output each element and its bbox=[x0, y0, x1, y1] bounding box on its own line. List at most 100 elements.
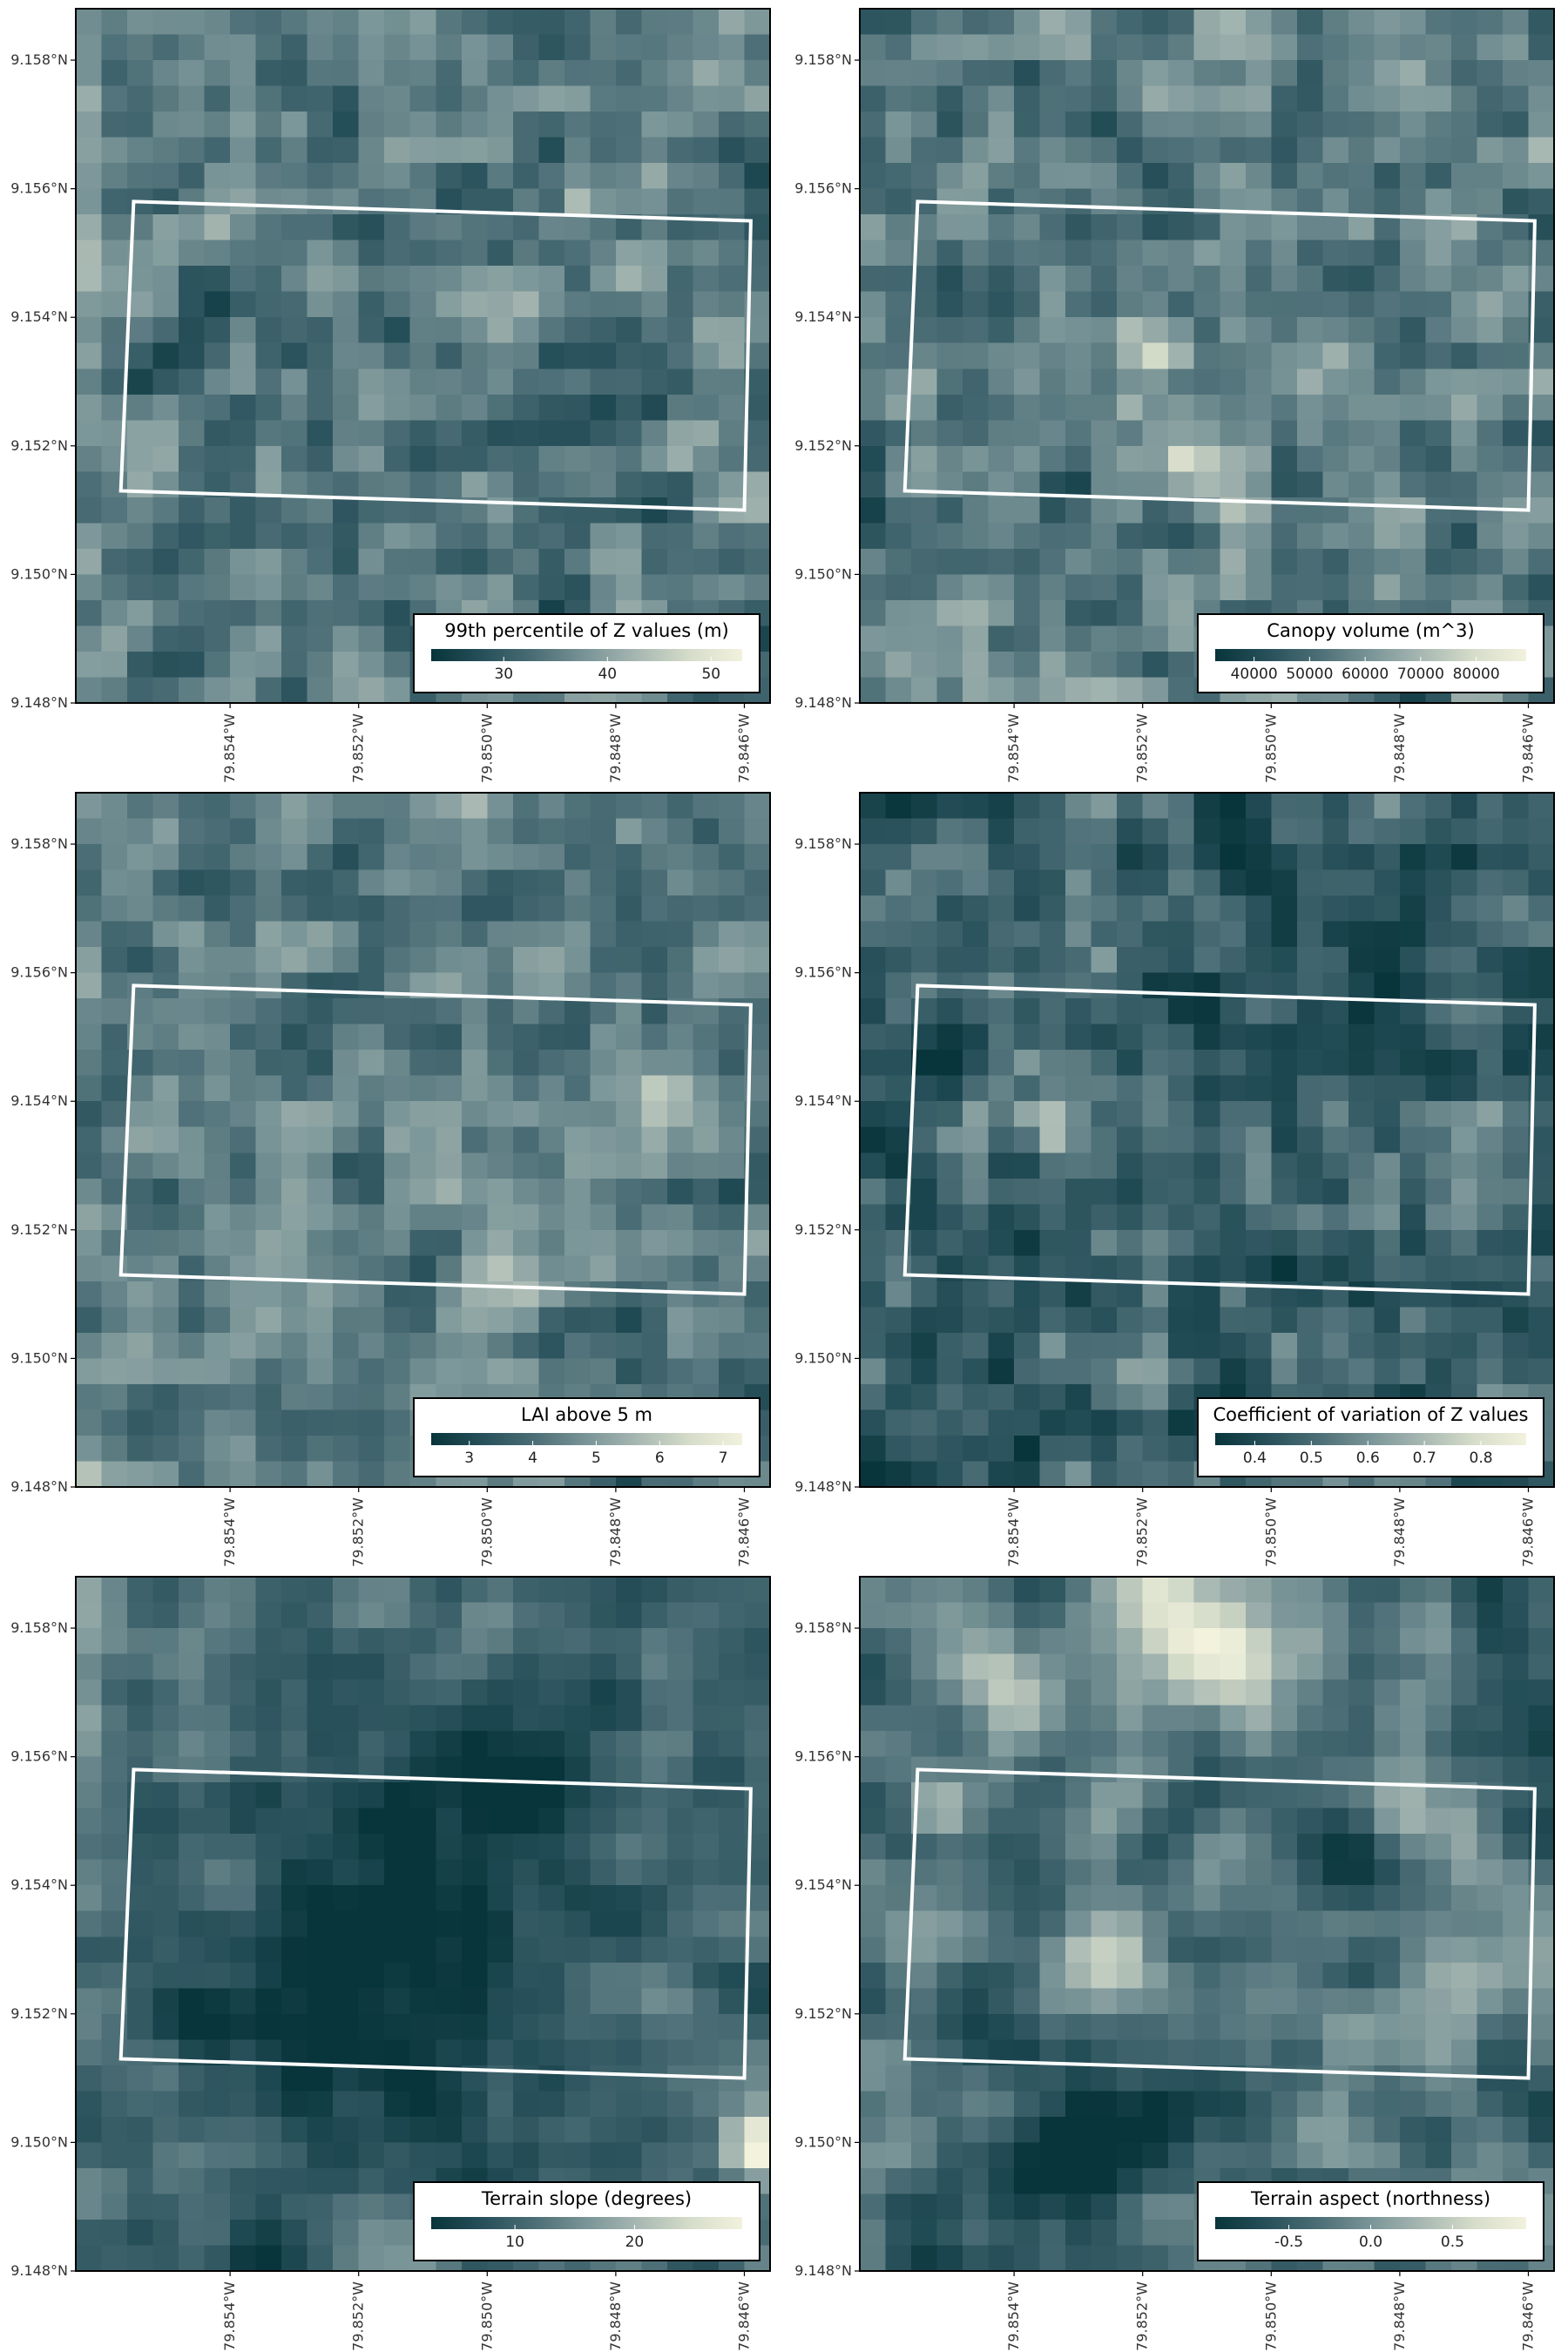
raster-cell bbox=[1374, 2091, 1401, 2118]
raster-cell bbox=[512, 137, 539, 164]
raster-cell bbox=[127, 2219, 154, 2247]
raster-cell bbox=[1091, 2013, 1118, 2040]
raster-cell bbox=[1039, 1910, 1066, 1937]
raster-cell bbox=[718, 947, 746, 974]
raster-cell bbox=[76, 60, 103, 87]
raster-cell bbox=[1117, 1834, 1144, 1861]
raster-cell bbox=[911, 1962, 938, 1989]
raster-cell bbox=[1348, 1962, 1375, 1989]
raster-cell bbox=[487, 1126, 514, 1153]
raster-cell bbox=[1271, 1050, 1298, 1077]
raster-cell bbox=[281, 394, 308, 421]
raster-cell bbox=[1168, 420, 1195, 447]
raster-cell bbox=[127, 34, 154, 61]
raster-cell bbox=[666, 2065, 694, 2092]
raster-cell bbox=[666, 818, 694, 845]
raster-cell bbox=[307, 1962, 334, 1989]
raster-cell bbox=[127, 2091, 154, 2118]
raster-cell bbox=[963, 1731, 990, 1758]
raster-cell bbox=[1220, 1255, 1247, 1282]
raster-cell bbox=[384, 1358, 411, 1385]
raster-cell bbox=[1296, 420, 1323, 447]
raster-cell bbox=[1477, 291, 1504, 318]
raster-cell bbox=[487, 60, 514, 87]
lon-tick-label: 79.850°W bbox=[1262, 1497, 1279, 1567]
raster-cell bbox=[1425, 240, 1452, 267]
raster-cell bbox=[1014, 1435, 1041, 1463]
raster-cell bbox=[384, 677, 411, 704]
raster-cell bbox=[1296, 163, 1323, 190]
raster-cell bbox=[1014, 266, 1041, 293]
raster-cell bbox=[358, 2142, 385, 2169]
raster-cell bbox=[693, 869, 720, 896]
raster-cell bbox=[384, 2245, 411, 2272]
raster-cell bbox=[384, 1834, 411, 1861]
raster-cell bbox=[1528, 420, 1555, 447]
raster-cell bbox=[487, 844, 514, 871]
raster-cell bbox=[384, 2193, 411, 2220]
raster-cell bbox=[1014, 1885, 1041, 1912]
raster-cell bbox=[127, 947, 154, 974]
raster-cell bbox=[101, 1859, 128, 1886]
raster-cell bbox=[1065, 34, 1092, 61]
raster-cell bbox=[1322, 793, 1349, 820]
raster-cell bbox=[641, 947, 668, 974]
raster-cell bbox=[1374, 214, 1401, 241]
raster-cell bbox=[436, 471, 463, 498]
raster-cell bbox=[333, 1307, 360, 1334]
raster-cell bbox=[666, 1229, 694, 1256]
raster-cell bbox=[281, 291, 308, 318]
raster-cell bbox=[1117, 896, 1144, 923]
raster-cell bbox=[179, 921, 206, 948]
raster-cell bbox=[1065, 523, 1092, 550]
raster-cell bbox=[1477, 1332, 1504, 1360]
raster-cell bbox=[718, 163, 746, 190]
raster-cell bbox=[1477, 2039, 1504, 2066]
raster-cell bbox=[1296, 2039, 1323, 2066]
raster-cell bbox=[461, 445, 488, 472]
raster-cell bbox=[409, 1204, 436, 1231]
raster-cell bbox=[1245, 214, 1272, 241]
raster-cell bbox=[204, 1602, 231, 1629]
raster-cell bbox=[179, 2065, 206, 2092]
raster-cell bbox=[1425, 2142, 1452, 2169]
raster-cell bbox=[1348, 1936, 1375, 1963]
raster-cell bbox=[307, 523, 334, 550]
raster-cell bbox=[1296, 1756, 1323, 1783]
raster-cell bbox=[885, 1602, 912, 1629]
raster-cell bbox=[255, 291, 282, 318]
raster-cell bbox=[1039, 1885, 1066, 1912]
raster-cell bbox=[487, 420, 514, 447]
raster-cell bbox=[461, 1075, 488, 1102]
raster-cell bbox=[693, 1808, 720, 1835]
raster-cell bbox=[409, 240, 436, 267]
raster-cell bbox=[860, 1126, 887, 1153]
raster-cell bbox=[152, 1962, 179, 1989]
raster-cell bbox=[744, 793, 771, 820]
raster-cell bbox=[512, 2039, 539, 2066]
raster-cell bbox=[358, 34, 385, 61]
raster-cell bbox=[1065, 1461, 1092, 1488]
raster-cell bbox=[988, 1332, 1015, 1360]
raster-cell bbox=[590, 1808, 617, 1835]
raster-cell bbox=[1528, 998, 1555, 1025]
raster-cell bbox=[230, 1731, 257, 1758]
raster-cell bbox=[333, 1435, 360, 1463]
raster-cell bbox=[1477, 1358, 1504, 1385]
raster-cell bbox=[255, 368, 282, 395]
raster-cell bbox=[512, 1602, 539, 1629]
raster-cell bbox=[461, 1229, 488, 1256]
raster-cell bbox=[1245, 1178, 1272, 1205]
raster-cell bbox=[564, 1756, 591, 1783]
raster-cell bbox=[1168, 497, 1195, 524]
raster-cell bbox=[963, 60, 990, 87]
raster-cell bbox=[255, 844, 282, 871]
raster-cell bbox=[76, 818, 103, 845]
raster-cell bbox=[101, 1281, 128, 1308]
raster-cell bbox=[487, 1204, 514, 1231]
raster-cell bbox=[1450, 1050, 1478, 1077]
raster-cell bbox=[487, 1910, 514, 1937]
raster-cell bbox=[333, 2193, 360, 2220]
raster-cell bbox=[1477, 548, 1504, 576]
